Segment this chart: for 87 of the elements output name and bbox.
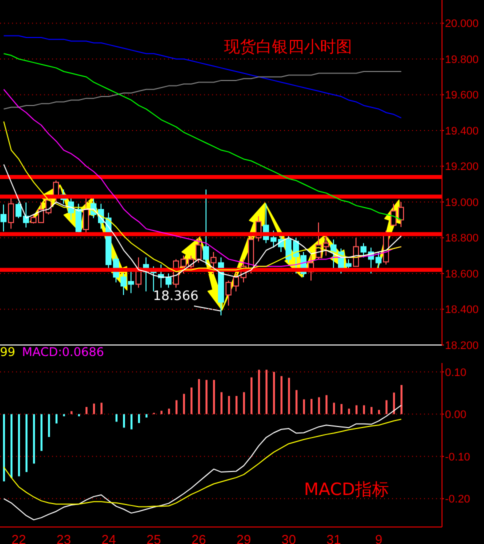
candlestick xyxy=(353,237,359,267)
bar xyxy=(26,414,28,472)
bar xyxy=(93,404,95,414)
bar xyxy=(318,397,320,414)
y-tick-label: 18.400 xyxy=(445,304,479,316)
bar xyxy=(310,398,312,414)
y-tick-label: 19.800 xyxy=(445,54,479,66)
annotation: 18.366 xyxy=(153,289,198,304)
x-tick-label: 24 xyxy=(102,532,116,544)
bar xyxy=(70,411,72,414)
bar xyxy=(333,402,335,414)
y-tick-label: 19.000 xyxy=(445,196,479,209)
bar xyxy=(123,414,125,428)
text: 现货白银四小时图 xyxy=(224,37,352,58)
bar xyxy=(168,408,170,414)
bar xyxy=(228,396,230,414)
bar xyxy=(86,406,88,414)
line-series xyxy=(3,418,402,508)
bar xyxy=(116,414,118,422)
bar xyxy=(288,378,290,414)
bar xyxy=(280,376,282,414)
line-series xyxy=(3,404,402,520)
y-tick-label: 18.200 xyxy=(445,340,479,352)
bar xyxy=(273,372,275,414)
bar xyxy=(48,414,50,437)
bar xyxy=(340,404,342,414)
x-tick-label: 26 xyxy=(192,532,206,544)
bar xyxy=(18,414,20,476)
bar xyxy=(206,380,208,414)
bar xyxy=(130,414,132,430)
bar xyxy=(266,370,268,414)
x-tick-label: 31 xyxy=(326,532,341,544)
bar xyxy=(378,410,380,414)
bar xyxy=(56,414,58,424)
line-series xyxy=(3,35,402,118)
bar xyxy=(363,405,365,414)
bar xyxy=(146,414,148,418)
bar xyxy=(3,414,5,482)
bar xyxy=(303,399,305,414)
bar xyxy=(250,377,252,414)
line-series xyxy=(3,71,402,110)
bar xyxy=(356,405,358,414)
bar xyxy=(258,370,260,414)
candlestick xyxy=(0,204,6,232)
bar xyxy=(326,395,328,414)
y-tick-label: 19.200 xyxy=(445,161,479,174)
bar xyxy=(220,392,222,414)
y-tick-label: -0.20 xyxy=(445,494,470,506)
bar xyxy=(198,379,200,414)
bar xyxy=(138,414,140,424)
x-tick-label: 23 xyxy=(56,532,71,544)
bar xyxy=(10,414,12,478)
y-tick-label: 0.10 xyxy=(445,366,466,379)
bar xyxy=(370,406,372,414)
x-tick-label: 22 xyxy=(12,532,26,544)
y-tick-label: 19.600 xyxy=(445,90,479,102)
bar xyxy=(296,390,298,414)
candlestick xyxy=(210,252,216,274)
x-tick-label: 9 xyxy=(375,532,382,544)
y-tick-label: 0.00 xyxy=(445,409,466,422)
bar xyxy=(243,392,245,414)
y-tick-label: 18.600 xyxy=(445,268,479,280)
bar xyxy=(213,380,215,414)
bar xyxy=(183,394,185,414)
bar xyxy=(40,414,42,451)
x-tick-label: 29 xyxy=(236,532,251,544)
bar xyxy=(176,400,178,414)
bar xyxy=(33,414,35,464)
text: MACD:0.0686 xyxy=(22,345,104,359)
text: 99 xyxy=(0,345,16,359)
bar xyxy=(386,400,388,414)
y-tick-label: 19.400 xyxy=(445,125,479,138)
bar xyxy=(400,384,402,414)
bar xyxy=(348,408,350,414)
y-tick-label: -0.10 xyxy=(445,451,470,464)
y-tick-label: 18.800 xyxy=(445,232,479,245)
bar xyxy=(236,396,238,414)
x-tick-label: 30 xyxy=(282,532,296,544)
x-tick-label: 25 xyxy=(146,532,161,544)
candlestick xyxy=(203,188,209,266)
bar xyxy=(393,392,395,414)
y-tick-label: 20.000 xyxy=(445,18,479,30)
candlestick xyxy=(83,196,89,233)
candlestick xyxy=(8,197,14,230)
bar xyxy=(190,388,192,414)
annotation: MACD指标 xyxy=(304,479,389,501)
bar xyxy=(100,402,102,414)
